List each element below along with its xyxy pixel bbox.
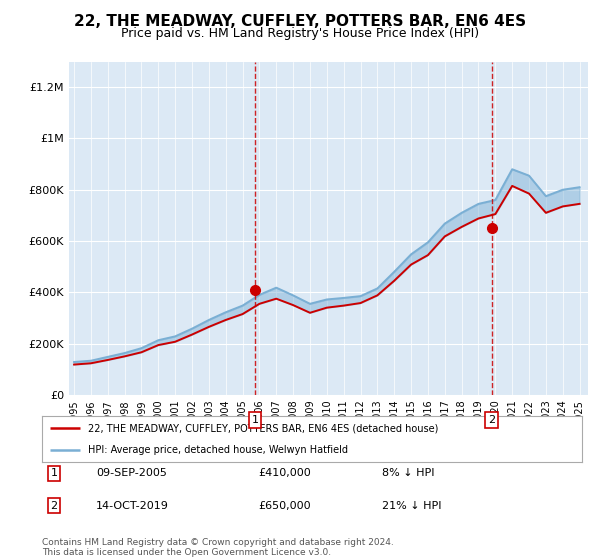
Text: HPI: Average price, detached house, Welwyn Hatfield: HPI: Average price, detached house, Welw… <box>88 445 348 455</box>
Text: 2: 2 <box>488 415 496 425</box>
Text: 22, THE MEADWAY, CUFFLEY, POTTERS BAR, EN6 4ES: 22, THE MEADWAY, CUFFLEY, POTTERS BAR, E… <box>74 14 526 29</box>
Text: 8% ↓ HPI: 8% ↓ HPI <box>382 468 434 478</box>
Text: £410,000: £410,000 <box>258 468 311 478</box>
Text: 1: 1 <box>251 415 259 425</box>
Text: 22, THE MEADWAY, CUFFLEY, POTTERS BAR, EN6 4ES (detached house): 22, THE MEADWAY, CUFFLEY, POTTERS BAR, E… <box>88 423 438 433</box>
Text: £650,000: £650,000 <box>258 501 311 511</box>
Text: 2: 2 <box>50 501 58 511</box>
Text: 21% ↓ HPI: 21% ↓ HPI <box>382 501 442 511</box>
Text: 09-SEP-2005: 09-SEP-2005 <box>96 468 167 478</box>
Text: 14-OCT-2019: 14-OCT-2019 <box>96 501 169 511</box>
Text: 1: 1 <box>50 468 58 478</box>
Text: Contains HM Land Registry data © Crown copyright and database right 2024.
This d: Contains HM Land Registry data © Crown c… <box>42 538 394 557</box>
Text: Price paid vs. HM Land Registry's House Price Index (HPI): Price paid vs. HM Land Registry's House … <box>121 27 479 40</box>
